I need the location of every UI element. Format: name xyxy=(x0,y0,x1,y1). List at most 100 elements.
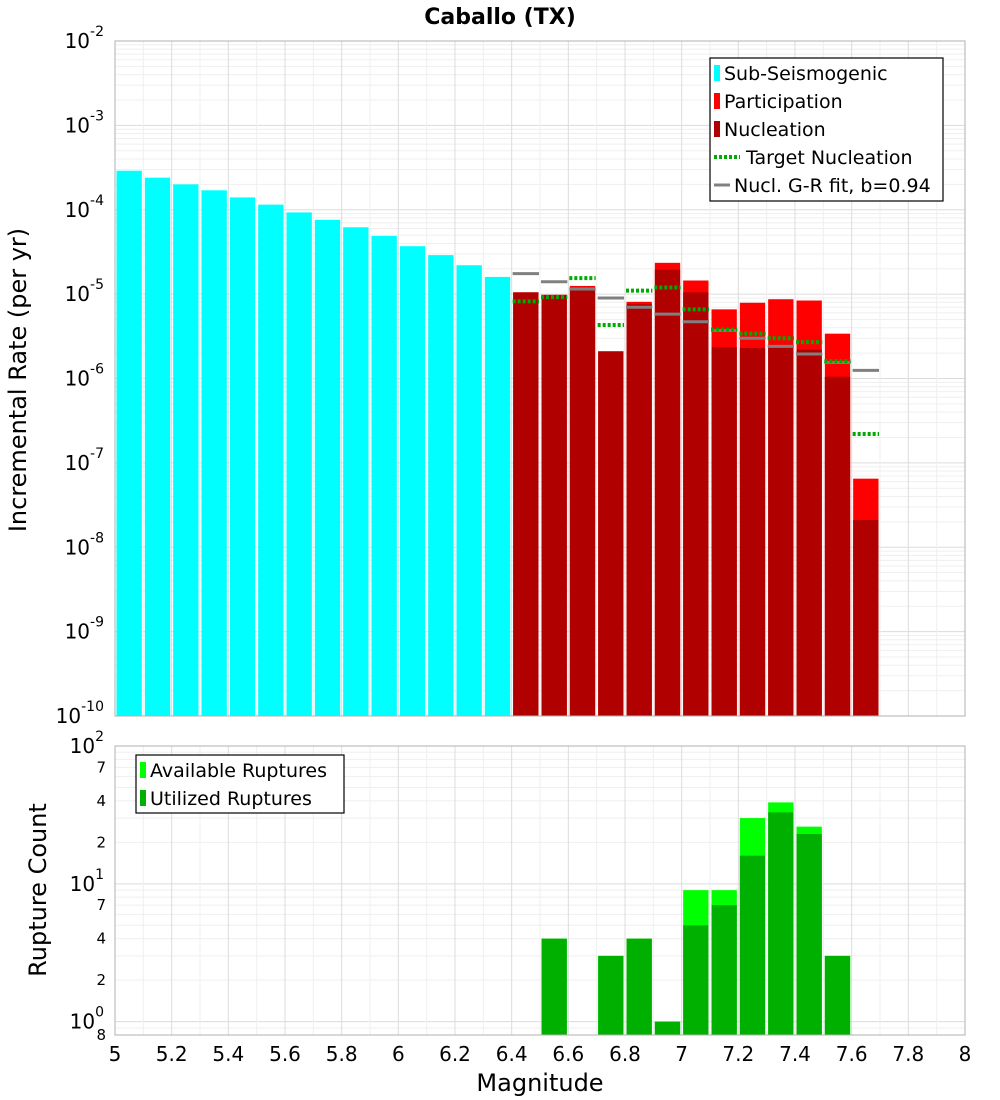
bar-nucleation xyxy=(654,269,681,716)
bottom-bars xyxy=(541,802,851,1035)
x-tick-label: 5.2 xyxy=(156,1042,188,1066)
bottom-y-tick-labels: 100 101 102 8 2 4 7 2 4 7 xyxy=(70,729,106,1044)
bar-utilized-ruptures xyxy=(541,938,567,1035)
x-tick-label: 6.2 xyxy=(439,1042,471,1066)
bar-sub-seismogenic xyxy=(399,246,426,716)
bar-utilized-ruptures xyxy=(598,955,624,1035)
bar-nucleation xyxy=(768,344,794,716)
x-tick-label: 6.4 xyxy=(496,1042,528,1066)
bar-nucleation xyxy=(853,520,879,716)
bar-sub-seismogenic xyxy=(201,190,227,716)
legend-swatch-sub-seismogenic xyxy=(714,65,720,81)
bar-nucleation xyxy=(739,347,766,716)
x-axis-label: Magnitude xyxy=(476,1069,603,1097)
bar-utilized-ruptures xyxy=(796,833,822,1035)
top-y-tick-labels: 10-10 10-9 10-8 10-7 10-6 10-5 10-4 10-3 10-2 xyxy=(56,24,104,728)
bottom-legend-box xyxy=(135,754,345,814)
x-tick-label: 7.8 xyxy=(892,1042,924,1066)
legend-label-participation: Participation xyxy=(724,91,843,113)
x-tick-label: 7 xyxy=(675,1042,688,1066)
x-tick-labels: 5 5.2 5.4 5.6 5.8 6 6.2 6.4 6.6 6.8 7 7.2 7.4 7.6 7.8 8 xyxy=(109,1042,972,1066)
bar-sub-seismogenic xyxy=(286,212,312,717)
top-y-tick-label: 10-4 xyxy=(65,193,105,222)
bar-sub-seismogenic xyxy=(144,177,171,716)
legend-entry-utilized-ruptures: Utilized Ruptures xyxy=(140,788,312,810)
top-legend: Sub-Seismogenic Participation Nucleation… xyxy=(709,57,944,202)
legend-entry-gr-fit: Nucl. G-R fit, b=0.94 xyxy=(714,175,931,197)
top-y-tick-label: 10-10 xyxy=(56,699,104,728)
bar-nucleation xyxy=(626,304,652,716)
top-plot-frame xyxy=(114,40,966,717)
x-tick-label: 5.4 xyxy=(212,1042,244,1066)
top-y-tick-label: 10-2 xyxy=(65,24,104,53)
legend-label-available-ruptures: Available Ruptures xyxy=(150,760,327,782)
bar-nucleation xyxy=(683,292,709,716)
top-y-tick-label: 10-9 xyxy=(65,615,104,644)
legend-label-gr-fit: Nucl. G-R fit, b=0.94 xyxy=(734,175,931,197)
top-y-tick-label: 10-3 xyxy=(65,108,104,137)
legend-label-nucleation: Nucleation xyxy=(724,119,826,141)
bar-utilized-ruptures xyxy=(739,855,766,1035)
bottom-plot-frame xyxy=(114,745,966,1036)
legend-entry-available-ruptures: Available Ruptures xyxy=(140,760,327,782)
bar-sub-seismogenic xyxy=(116,170,142,716)
bar-utilized-ruptures xyxy=(683,925,709,1035)
bottom-y-tick-label: 101 xyxy=(70,867,104,896)
legend-swatch-participation xyxy=(714,93,720,109)
bar-sub-seismogenic xyxy=(258,204,284,717)
bar-nucleation xyxy=(824,376,851,716)
bar-nucleation xyxy=(513,292,539,716)
chart-title: Caballo (TX) xyxy=(424,5,576,30)
bar-sub-seismogenic xyxy=(456,265,482,716)
x-tick-label: 5.6 xyxy=(269,1042,301,1066)
top-bars xyxy=(116,170,879,717)
bar-nucleation xyxy=(569,287,596,716)
bottom-legend: Available Ruptures Utilized Ruptures xyxy=(135,754,345,814)
bottom-y-minor-tick-label: 7 xyxy=(96,758,106,776)
top-legend-box xyxy=(709,57,944,202)
x-tick-label: 7.2 xyxy=(722,1042,754,1066)
top-y-tick-label: 10-7 xyxy=(65,446,104,475)
bottom-y-tick-label: 100 xyxy=(70,1005,104,1034)
legend-swatch-utilized-ruptures xyxy=(140,790,146,806)
bar-utilized-ruptures xyxy=(711,905,737,1035)
bottom-y-minor-tick-label: 8 xyxy=(96,1026,106,1044)
x-tick-label: 8 xyxy=(959,1042,972,1066)
top-y-axis-label: Incremental Rate (per yr) xyxy=(4,228,32,532)
top-y-tick-label: 10-8 xyxy=(65,530,104,559)
bottom-y-minor-tick-label: 4 xyxy=(96,792,106,810)
legend-label-sub-seismogenic: Sub-Seismogenic xyxy=(724,63,888,85)
legend-entry-target-nucleation: Target Nucleation xyxy=(714,147,913,169)
bar-nucleation xyxy=(711,347,737,716)
bottom-y-minor-tick-label: 2 xyxy=(96,833,106,851)
legend-swatch-nucleation xyxy=(714,121,720,137)
bar-sub-seismogenic xyxy=(229,197,256,717)
top-y-tick-label: 10-6 xyxy=(65,362,105,391)
x-tick-label: 6 xyxy=(392,1042,405,1066)
bar-sub-seismogenic xyxy=(343,227,369,716)
legend-swatch-available-ruptures xyxy=(140,762,146,778)
bar-nucleation xyxy=(541,294,567,716)
bottom-y-minor-tick-label: 4 xyxy=(96,930,106,948)
x-tick-label: 6.6 xyxy=(552,1042,584,1066)
bar-sub-seismogenic xyxy=(484,276,511,716)
legend-label-utilized-ruptures: Utilized Ruptures xyxy=(150,788,312,810)
bottom-y-minor-tick-label: 2 xyxy=(96,971,106,989)
x-tick-label: 7.4 xyxy=(779,1042,811,1066)
legend-entry-sub-seismogenic: Sub-Seismogenic xyxy=(714,63,888,85)
legend-entry-participation: Participation xyxy=(714,91,843,113)
bar-utilized-ruptures xyxy=(824,955,851,1035)
legend-label-target-nucleation: Target Nucleation xyxy=(745,147,913,169)
bar-nucleation xyxy=(598,351,624,716)
x-tick-label: 7.6 xyxy=(836,1042,868,1066)
bar-sub-seismogenic xyxy=(173,184,199,717)
top-step-lines xyxy=(512,272,879,436)
bottom-y-tick-label: 102 xyxy=(70,729,104,758)
bottom-y-axis-label: Rupture Count xyxy=(24,803,52,977)
bar-utilized-ruptures xyxy=(626,938,652,1035)
x-tick-label: 5.8 xyxy=(326,1042,358,1066)
bottom-y-minor-tick-label: 7 xyxy=(96,896,106,914)
bar-sub-seismogenic xyxy=(314,219,341,717)
legend-entry-nucleation: Nucleation xyxy=(714,119,826,141)
